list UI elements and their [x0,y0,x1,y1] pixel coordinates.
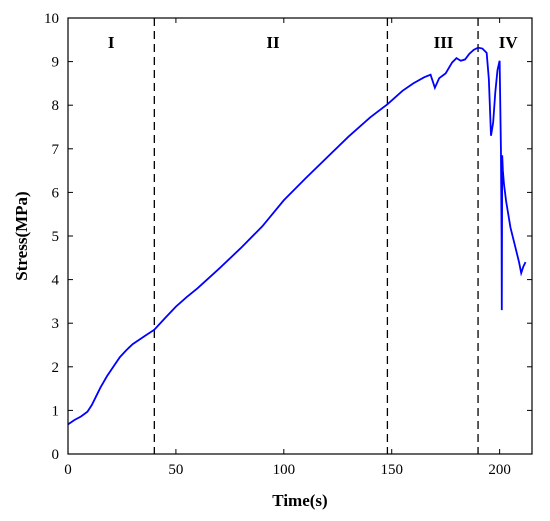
y-tick-label: 10 [44,11,59,27]
stage-dividers [153,18,479,454]
x-tick-label: 200 [488,462,511,478]
x-tick-label: 50 [168,462,183,478]
y-tick-label: 7 [52,142,60,158]
y-tick-label: 5 [52,229,60,245]
stress-series-line [67,46,527,426]
stage-label: I [108,33,115,52]
x-tick-label: 0 [64,462,72,478]
x-axis-label: Time(s) [272,491,327,510]
y-axis-label: Stress(MPa) [12,191,31,280]
y-tick-label: 8 [52,98,60,114]
plot-frame [67,17,533,455]
x-tick-label: 100 [273,462,296,478]
x-tick-label: 150 [380,462,403,478]
y-tick-label: 2 [52,360,60,376]
y-tick-label: 3 [52,316,60,332]
y-tick-label: 6 [52,185,60,201]
y-tick-label: 1 [52,403,60,419]
ticks-layer: 0 50 100 150 200 0 1 2 3 4 5 6 7 8 9 10 [44,11,532,478]
y-tick-label: 0 [52,447,60,463]
y-tick-label: 9 [52,55,60,71]
stage-label: III [434,33,454,52]
y-tick-label: 4 [52,273,60,289]
stage-label: IV [499,33,519,52]
stage-labels: I II III IV [108,33,519,52]
stage-label: II [266,33,280,52]
